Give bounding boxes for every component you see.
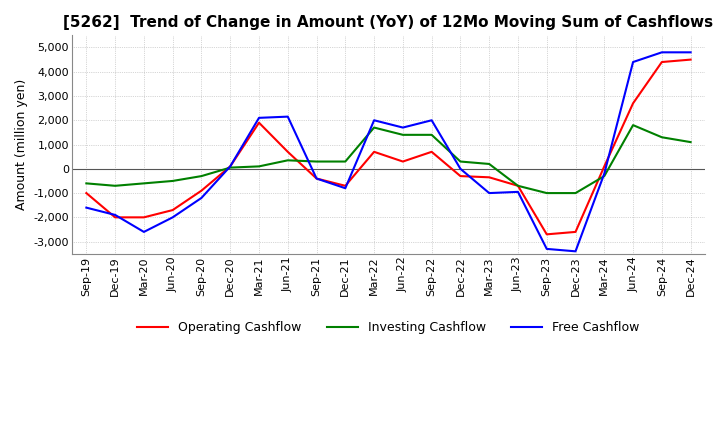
Investing Cashflow	[255, 164, 264, 169]
Operating Cashflow	[657, 59, 666, 65]
Free Cashflow	[168, 215, 177, 220]
Free Cashflow	[600, 171, 608, 176]
Free Cashflow	[399, 125, 408, 130]
Investing Cashflow	[111, 183, 120, 188]
Legend: Operating Cashflow, Investing Cashflow, Free Cashflow: Operating Cashflow, Investing Cashflow, …	[132, 316, 645, 339]
Investing Cashflow	[370, 125, 379, 130]
Free Cashflow	[513, 189, 522, 194]
Operating Cashflow	[341, 183, 350, 188]
Investing Cashflow	[629, 122, 637, 128]
Investing Cashflow	[600, 173, 608, 179]
Operating Cashflow	[542, 232, 551, 237]
Operating Cashflow	[168, 207, 177, 213]
Investing Cashflow	[456, 159, 464, 164]
Investing Cashflow	[513, 183, 522, 188]
Line: Investing Cashflow: Investing Cashflow	[86, 125, 690, 193]
Investing Cashflow	[428, 132, 436, 137]
Investing Cashflow	[571, 191, 580, 196]
Investing Cashflow	[82, 181, 91, 186]
Free Cashflow	[82, 205, 91, 210]
Investing Cashflow	[140, 181, 148, 186]
Operating Cashflow	[600, 164, 608, 169]
Free Cashflow	[111, 212, 120, 217]
Free Cashflow	[428, 117, 436, 123]
Y-axis label: Amount (million yen): Amount (million yen)	[15, 79, 28, 210]
Line: Free Cashflow: Free Cashflow	[86, 52, 690, 251]
Free Cashflow	[312, 176, 321, 181]
Investing Cashflow	[399, 132, 408, 137]
Free Cashflow	[255, 115, 264, 121]
Free Cashflow	[571, 249, 580, 254]
Operating Cashflow	[456, 173, 464, 179]
Operating Cashflow	[629, 101, 637, 106]
Investing Cashflow	[657, 135, 666, 140]
Free Cashflow	[629, 59, 637, 65]
Investing Cashflow	[226, 165, 235, 170]
Operating Cashflow	[399, 159, 408, 164]
Investing Cashflow	[284, 158, 292, 163]
Operating Cashflow	[82, 191, 91, 196]
Free Cashflow	[226, 164, 235, 169]
Operating Cashflow	[428, 149, 436, 154]
Operating Cashflow	[485, 175, 493, 180]
Free Cashflow	[284, 114, 292, 119]
Free Cashflow	[140, 229, 148, 235]
Operating Cashflow	[226, 164, 235, 169]
Free Cashflow	[657, 50, 666, 55]
Free Cashflow	[370, 117, 379, 123]
Investing Cashflow	[341, 159, 350, 164]
Operating Cashflow	[111, 215, 120, 220]
Free Cashflow	[197, 195, 206, 201]
Investing Cashflow	[312, 159, 321, 164]
Investing Cashflow	[485, 161, 493, 167]
Operating Cashflow	[312, 176, 321, 181]
Operating Cashflow	[370, 149, 379, 154]
Free Cashflow	[686, 50, 695, 55]
Operating Cashflow	[284, 149, 292, 154]
Free Cashflow	[341, 186, 350, 191]
Investing Cashflow	[542, 191, 551, 196]
Investing Cashflow	[168, 178, 177, 183]
Investing Cashflow	[686, 139, 695, 145]
Free Cashflow	[456, 166, 464, 172]
Operating Cashflow	[571, 229, 580, 235]
Operating Cashflow	[255, 120, 264, 125]
Line: Operating Cashflow: Operating Cashflow	[86, 59, 690, 235]
Title: [5262]  Trend of Change in Amount (YoY) of 12Mo Moving Sum of Cashflows: [5262] Trend of Change in Amount (YoY) o…	[63, 15, 714, 30]
Operating Cashflow	[513, 183, 522, 188]
Free Cashflow	[485, 191, 493, 196]
Free Cashflow	[542, 246, 551, 252]
Operating Cashflow	[140, 215, 148, 220]
Operating Cashflow	[686, 57, 695, 62]
Operating Cashflow	[197, 188, 206, 193]
Investing Cashflow	[197, 173, 206, 179]
